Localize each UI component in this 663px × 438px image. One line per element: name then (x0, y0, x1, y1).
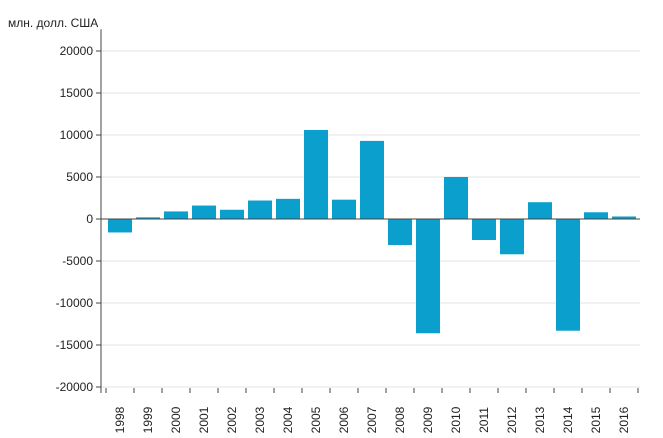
bar-2005 (304, 129, 328, 219)
bar-2012 (500, 219, 524, 255)
bar-2004 (276, 198, 300, 219)
x-tick-label: 2011 (477, 407, 491, 433)
x-tick-label: 2000 (169, 406, 183, 433)
bar-2007 (360, 140, 384, 219)
x-tick-labels: 1998 1999 2000 2001 2002 2003 2004 2005 2006 2007… (113, 406, 631, 433)
x-tick-label: 2006 (337, 406, 351, 433)
x-tick-label: 2004 (281, 406, 295, 433)
bar-2000 (164, 211, 188, 219)
y-tick-label: 10000 (60, 128, 94, 142)
x-tick-label: 2015 (589, 406, 603, 433)
bar-2010 (444, 177, 468, 219)
y-tick-label: 15000 (60, 86, 94, 100)
x-tick-label: 2009 (421, 406, 435, 433)
x-tick-label: 2013 (533, 406, 547, 433)
x-tick-label: 1998 (113, 406, 127, 433)
x-tick-label: 1999 (141, 406, 155, 433)
bar-2016 (612, 216, 636, 219)
y-tick-label: 5000 (66, 170, 93, 184)
y-tick-label: -5000 (62, 254, 93, 268)
bar-2014 (556, 219, 580, 331)
x-tick-label: 2001 (197, 406, 211, 433)
bar-2002 (220, 209, 244, 219)
x-tick-label: 2002 (225, 406, 239, 433)
bar-2009 (416, 219, 440, 334)
x-tick-label: 2016 (617, 406, 631, 433)
bar-2001 (192, 205, 216, 219)
x-tick-label: 2005 (309, 406, 323, 433)
x-tick-label: 2003 (253, 406, 267, 433)
bar-2015 (584, 212, 608, 219)
bar-2006 (332, 199, 356, 219)
x-tick-label: 2010 (449, 406, 463, 433)
x-tick-label: 2008 (393, 406, 407, 433)
y-tick-label: 0 (86, 212, 93, 226)
y-tick-labels: 20000 15000 10000 5000 0 -5000 -10000 -15000 -20… (56, 44, 94, 394)
bars (108, 129, 636, 334)
bar-2013 (528, 202, 552, 219)
y-tick-label: -20000 (56, 380, 94, 394)
x-tick-label: 2014 (561, 406, 575, 433)
bar-2008 (388, 219, 412, 246)
y-tick-label: -10000 (56, 296, 94, 310)
bar-2011 (472, 219, 496, 240)
axes (96, 29, 640, 393)
y-tick-label: -15000 (56, 338, 94, 352)
bar-2003 (248, 200, 272, 219)
x-tick-label: 2012 (505, 406, 519, 433)
y-tick-label: 20000 (60, 44, 94, 58)
grid-lines (101, 50, 640, 388)
bar-1998 (108, 219, 132, 233)
bar-1999 (136, 217, 160, 219)
y-unit-label: млн. долл. США (8, 16, 98, 30)
x-tick-label: 2007 (365, 406, 379, 433)
